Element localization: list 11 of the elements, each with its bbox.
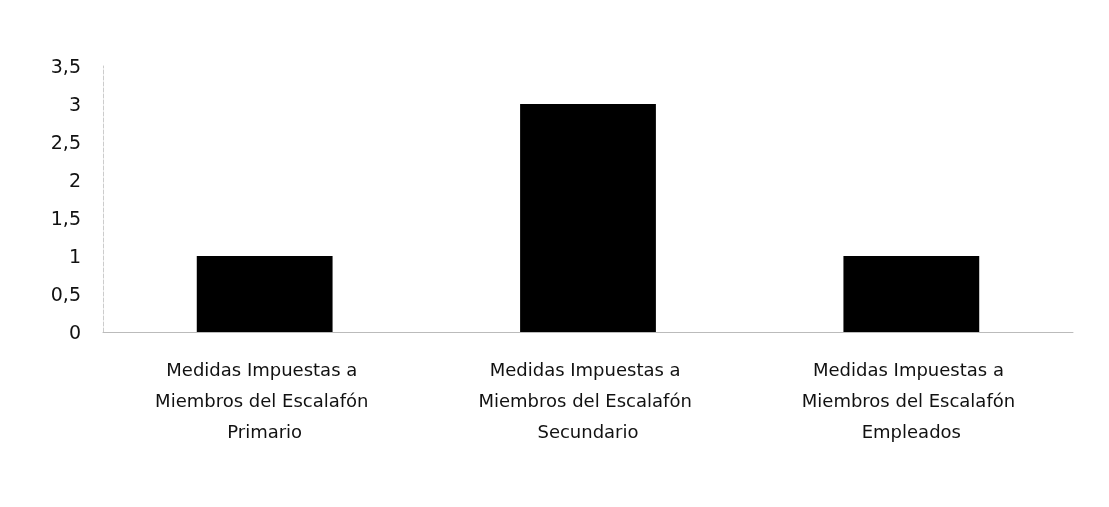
y-tick-label: 2,5 [50,131,81,153]
y-tick-label: 1 [68,245,81,267]
y-tick-label: 0,5 [50,283,81,305]
y-tick-label: 3 [68,93,81,115]
x-tick-label: Medidas Impuestas a Miembros del Escalafón Secundario [478,359,698,442]
y-tick-label: 1,5 [50,207,81,229]
y-tick-label: 2 [68,169,81,191]
y-tick-label: 0 [68,321,81,343]
x-tick-label: Medidas Impuestas a Miembros del Escalafón Primario [155,359,375,442]
y-tick-label: 3,5 [50,55,81,77]
x-tick-label: Medidas Impuestas a Miembros del Escalafón Empleados [801,359,1021,442]
